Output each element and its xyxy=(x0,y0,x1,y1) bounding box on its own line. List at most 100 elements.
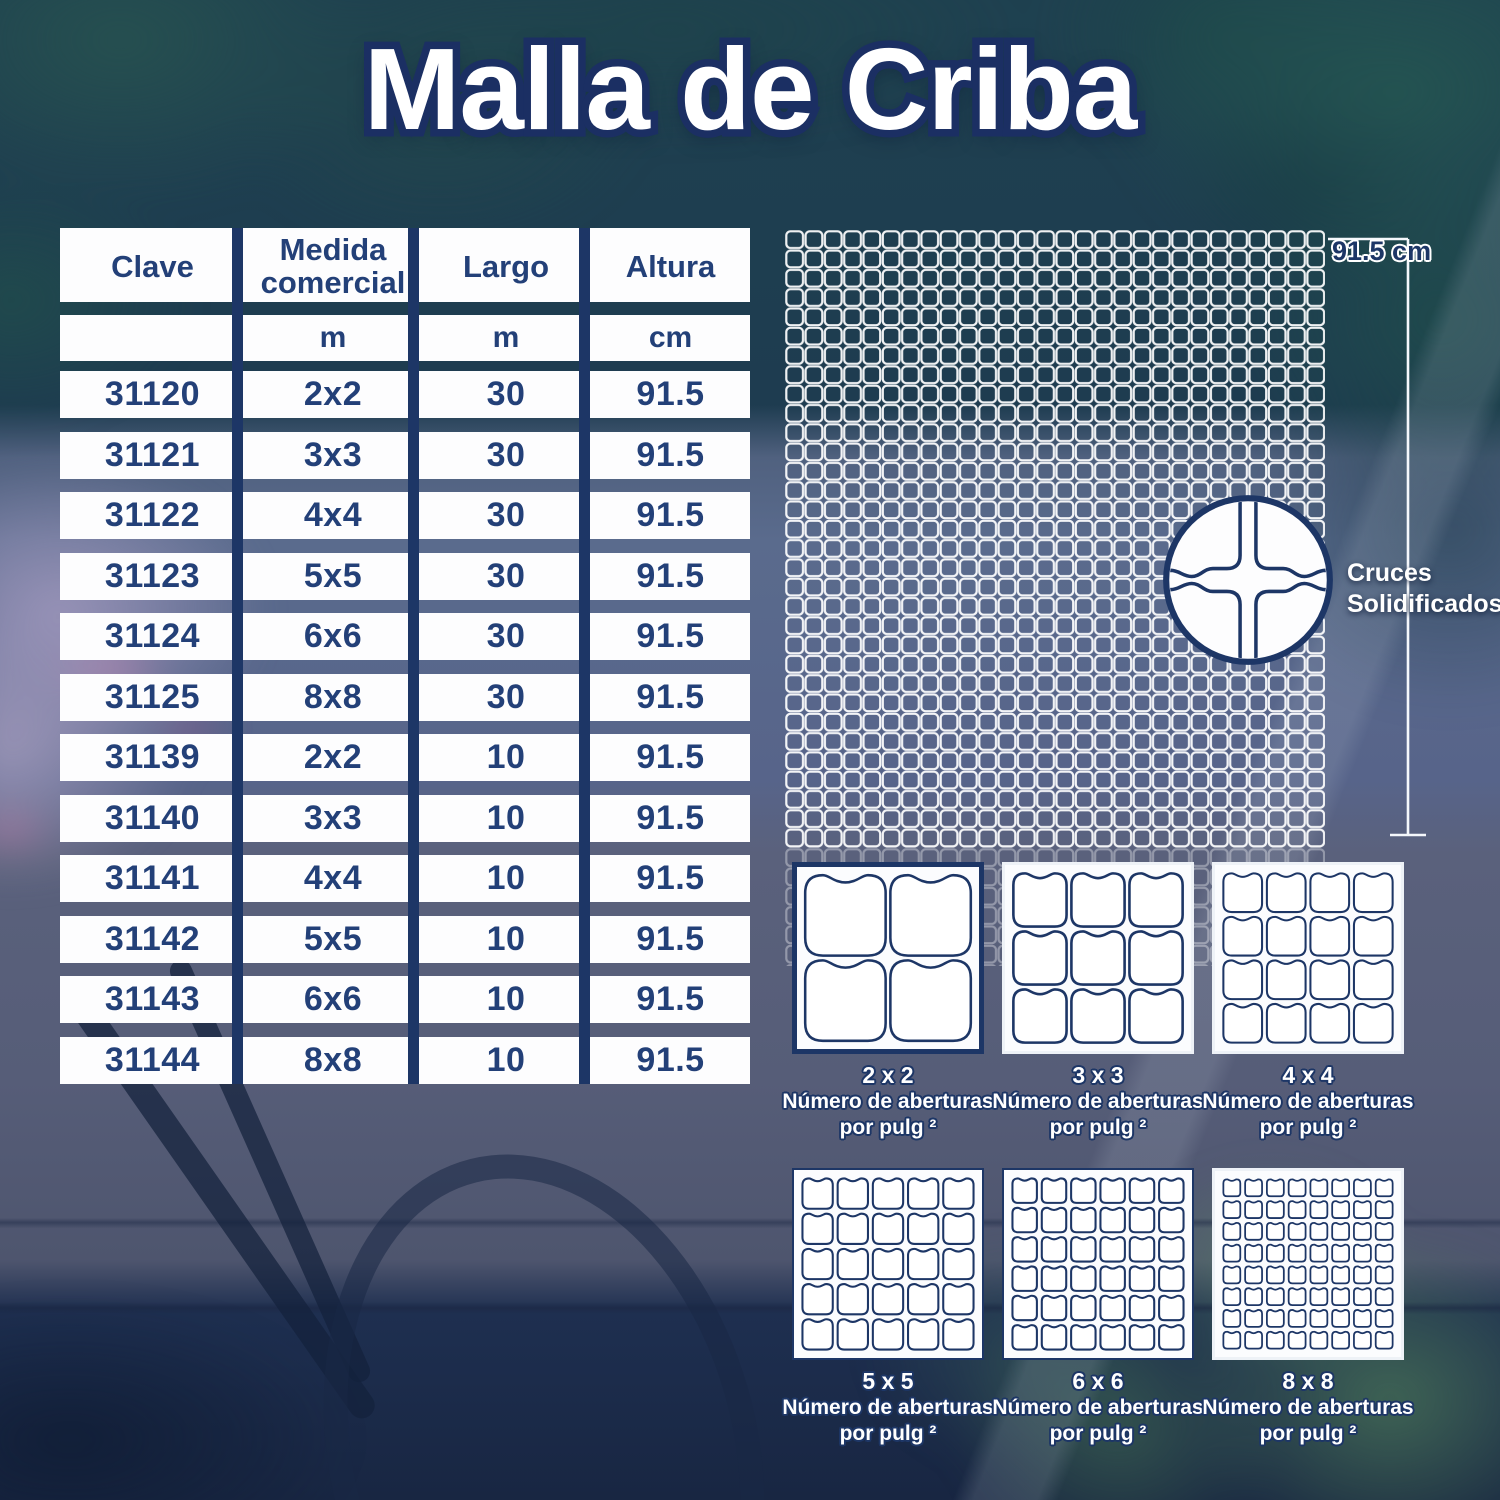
table-cell: 30 xyxy=(486,617,526,655)
table-cell: 4x4 xyxy=(303,859,363,897)
table-cell: Clave xyxy=(111,248,194,284)
table-cell: 8x8 xyxy=(303,677,363,716)
table-cell: 4x4 xyxy=(303,496,363,534)
table-cell: 8x8 xyxy=(303,1040,363,1079)
table-cell: 5x5 xyxy=(303,556,363,595)
table-row: 31125 8x8 30 91.5 xyxy=(60,673,750,721)
sample-caption1: Número de aberturas xyxy=(1202,1396,1414,1419)
table-cell: 31123 xyxy=(104,556,201,595)
table-cell: Largo xyxy=(462,248,550,284)
table-row: 31124 6x6 30 91.5 xyxy=(60,613,750,660)
table-cell: m xyxy=(492,321,520,354)
sample-caption2: por pulg ² xyxy=(1049,1422,1147,1445)
table-cell: 3x3 xyxy=(303,435,363,474)
table-cell: 2x2 xyxy=(303,738,363,776)
table-cell: Altura xyxy=(625,248,716,284)
table-cell: cm xyxy=(648,321,693,354)
mesh-sample-tile-3x3 xyxy=(1002,862,1194,1054)
mesh-sample-openings xyxy=(803,873,973,1043)
table-cell: 10 xyxy=(486,980,526,1018)
spec-table: 31144 8x8 10 91.5 31143 6x6 10 91.5 31142 5x5 10 91… xyxy=(60,228,750,1084)
sample-size: 8 x 8 xyxy=(1282,1368,1334,1394)
sample-caption2: por pulg ² xyxy=(1049,1116,1147,1139)
mesh-sample-openings xyxy=(1222,872,1394,1044)
solidified-cross-drawing xyxy=(1163,495,1333,665)
sample-caption1: Número de aberturas xyxy=(992,1090,1204,1113)
sample-size: 6 x 6 xyxy=(1072,1368,1124,1394)
table-row: 31144 8x8 10 91.5 xyxy=(60,1036,750,1084)
mesh-sample-openings xyxy=(1012,872,1184,1044)
table-cell: 30 xyxy=(486,677,526,716)
mesh-sample-openings xyxy=(1222,1178,1394,1350)
mesh-sample-label: 3 x 3 Número de aberturas por pulg ² xyxy=(948,1062,1248,1141)
cross-callout-line1: Cruces xyxy=(1347,559,1432,587)
table-row: m m cm xyxy=(60,315,750,361)
table-cell: 91.5 xyxy=(636,738,705,776)
table-cell: 31141 xyxy=(104,859,201,897)
table-cell: 30 xyxy=(486,375,526,413)
mesh-sample-tile-4x4 xyxy=(1212,862,1404,1054)
sample-caption2: por pulg ² xyxy=(1259,1422,1357,1445)
table-cell: 31120 xyxy=(104,375,201,413)
mesh-sample-openings xyxy=(801,1177,975,1351)
table-cell: 2x2 xyxy=(303,375,363,413)
table-cell: 91.5 xyxy=(636,859,705,897)
table-cell: 31140 xyxy=(104,798,201,837)
table-cell: 10 xyxy=(486,919,526,958)
table-cell: 10 xyxy=(486,859,526,897)
table-row: 31121 3x3 30 91.5 xyxy=(60,431,750,479)
table-cell: 91.5 xyxy=(636,919,705,958)
mesh-sample-tile-5x5 xyxy=(792,1168,984,1360)
table-cell: 31144 xyxy=(104,1040,201,1079)
table-cell: 30 xyxy=(486,435,526,474)
table-cell: 6x6 xyxy=(303,980,363,1018)
table-cell: 31121 xyxy=(104,435,201,474)
mesh-sample-tile-8x8 xyxy=(1212,1168,1404,1360)
table-cell: 91.5 xyxy=(636,375,705,413)
table-row: 31122 4x4 30 91.5 xyxy=(60,492,750,539)
table-cell: Medida comercial xyxy=(260,232,406,300)
table-row: Clave Medida comercial Largo Altura xyxy=(60,228,750,302)
mesh-sample-label: 6 x 6 Número de aberturas por pulg ² xyxy=(948,1368,1248,1447)
dimension-lines xyxy=(1328,237,1426,837)
mesh-sample-label: 2 x 2 Número de aberturas por pulg ² xyxy=(738,1062,1038,1141)
table-cell: 91.5 xyxy=(636,496,705,534)
table-cell: 6x6 xyxy=(303,617,363,655)
table-cell: 30 xyxy=(486,556,526,595)
page-title: Malla de Criba Malla de Criba xyxy=(0,17,1500,182)
mesh-sample-openings xyxy=(1011,1177,1185,1351)
table-row: 31141 4x4 10 91.5 xyxy=(60,855,750,902)
table-cell: 91.5 xyxy=(636,677,705,716)
cross-callout-line2: Solidificados xyxy=(1347,590,1500,618)
table-cell: 31143 xyxy=(104,980,201,1018)
mesh-sample-label: 5 x 5 Número de aberturas por pulg ² xyxy=(738,1368,1038,1447)
table-row: 31143 6x6 10 91.5 xyxy=(60,976,750,1023)
table-cell: 31142 xyxy=(104,919,201,958)
table-row: 31120 2x2 30 91.5 xyxy=(60,371,750,418)
table-cell: 10 xyxy=(486,1040,526,1079)
page-title-outline: Malla de Criba xyxy=(356,17,1144,162)
table-row: 31142 5x5 10 91.5 xyxy=(60,915,750,963)
sample-caption1: Número de aberturas xyxy=(782,1090,994,1113)
sample-caption1: Número de aberturas xyxy=(992,1396,1204,1419)
table-cell: 31124 xyxy=(104,617,201,655)
table-row: 31139 2x2 10 91.5 xyxy=(60,734,750,781)
solidified-cross-inset xyxy=(1160,492,1336,668)
table-cell: 31125 xyxy=(104,677,201,716)
sample-size: 5 x 5 xyxy=(862,1368,914,1394)
column-divider xyxy=(408,228,419,1084)
dimension-label: 91.5 cm xyxy=(1332,236,1432,266)
table-cell: 91.5 xyxy=(636,617,705,655)
column-divider xyxy=(579,228,590,1084)
table-row: 31140 3x3 10 91.5 xyxy=(60,794,750,842)
table-cell: 5x5 xyxy=(303,919,363,958)
mesh-sample-tile-2x2 xyxy=(792,862,984,1054)
sample-caption1: Número de aberturas xyxy=(782,1396,994,1419)
cross-callout: Cruces Solidificados xyxy=(1347,558,1500,620)
table-cell: 31139 xyxy=(104,738,201,776)
sample-caption1: Número de aberturas xyxy=(1202,1090,1414,1113)
table-cell: 3x3 xyxy=(303,798,363,837)
mesh-sample-tile-6x6 xyxy=(1002,1168,1194,1360)
mesh-sample-label: 8 x 8 Número de aberturas por pulg ² xyxy=(1158,1368,1458,1447)
